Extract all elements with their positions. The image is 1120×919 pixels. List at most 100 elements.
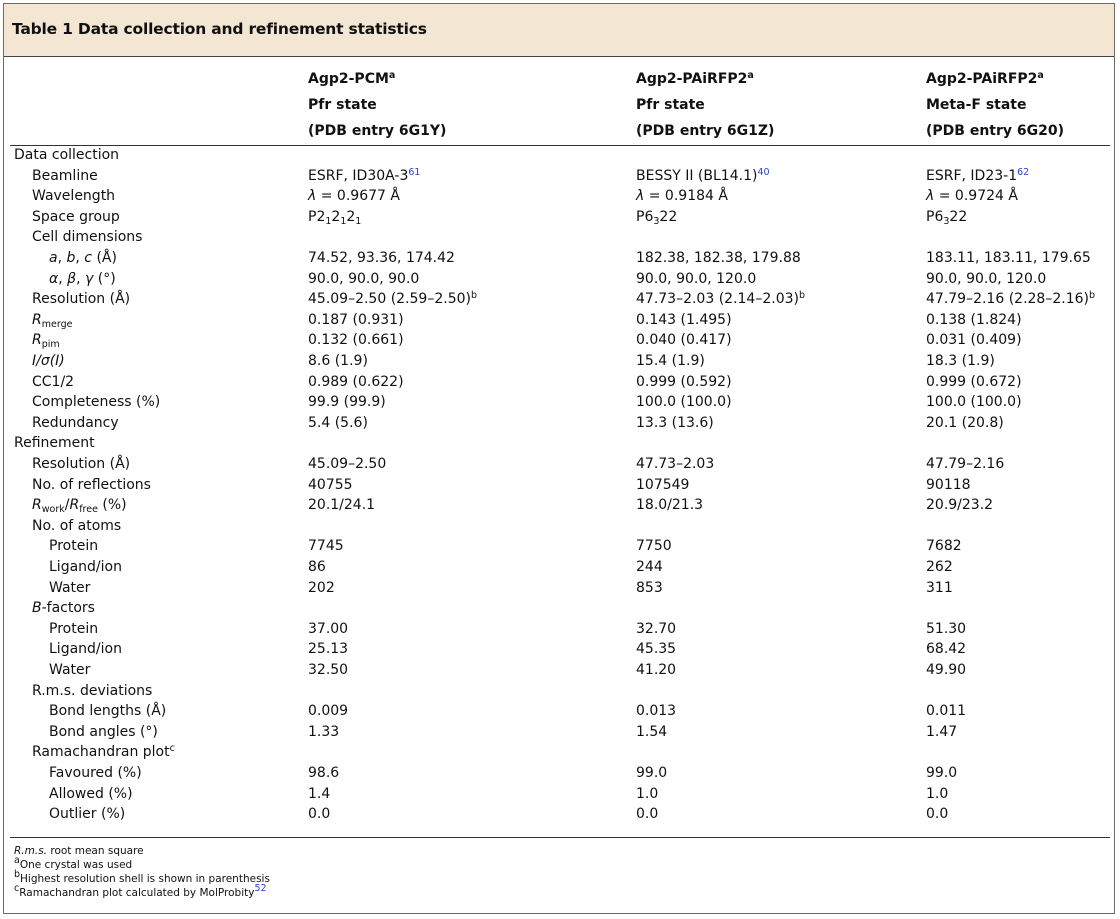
col3-header-state: Meta-F state (926, 97, 1027, 113)
footnote-c: cRamachandran plot calculated by MolProb… (14, 883, 267, 899)
cell-value: 45.35 (636, 641, 677, 658)
row-label: Protein (49, 538, 99, 555)
col3-header-name: Agp2-PAiRFP2a (926, 70, 1044, 87)
table-row: I/σ(I) 8.6 (1.9) 15.4 (1.9) 18.3 (1.9) (4, 351, 1114, 372)
col2-header-name: Agp2-PAiRFP2a (636, 70, 754, 87)
cell-value: 86 (308, 559, 326, 575)
row-label: Redundancy (32, 414, 119, 431)
row-label: Bond angles (°) (49, 723, 158, 740)
cell-value: λ = 0.9677 Å (308, 188, 400, 205)
table-frame: Table 1 Data collection and refinement s… (3, 3, 1115, 914)
table-row: Bond lengths (Å) 0.009 0.013 0.011 (4, 701, 1114, 722)
row-label: CC1/2 (32, 373, 75, 390)
cell-value: 90.0, 90.0, 90.0 (308, 270, 420, 287)
table-row: Space group P212121 P6322 P6322 (4, 207, 1114, 228)
cell-value: 99.0 (636, 765, 668, 781)
table-footnotes: R.m.s. root mean square aOne crystal was… (14, 844, 270, 900)
cell-value: 853 (636, 579, 663, 596)
cell-value: 8.6 (1.9) (308, 353, 368, 369)
cell-value: 7750 (636, 538, 672, 555)
cell-value: 0.138 (1.824) (926, 311, 1022, 328)
row-label: Bond lengths (Å) (49, 703, 167, 720)
table-row: Ramachandran plotc (4, 742, 1114, 763)
cell-value: 90.0, 90.0, 120.0 (926, 270, 1047, 287)
cell-value: 18.0/21.3 (636, 497, 704, 514)
row-label: Beamline (32, 167, 98, 184)
cell-value: 0.0 (636, 806, 659, 823)
cell-value: 47.79–2.16 (926, 456, 1005, 472)
col1-header-name: Agp2-PCMa (308, 70, 396, 87)
cell-value: 0.013 (636, 703, 677, 720)
cell-value: 0.011 (926, 703, 967, 720)
cell-value: 0.999 (0.592) (636, 373, 732, 390)
cell-value: 1.54 (636, 723, 668, 740)
table-row: R.m.s. deviations (4, 681, 1114, 702)
cell-value: 45.09–2.50 (308, 456, 387, 472)
cell-value: 1.4 (308, 785, 331, 802)
table-row: Bond angles (°) 1.33 1.54 1.47 (4, 722, 1114, 743)
cell-value: P212121 (308, 208, 362, 227)
table-row: a, b, c (Å) 74.52, 93.36, 174.42 182.38,… (4, 248, 1114, 269)
row-label: Refinement (14, 435, 95, 452)
cell-value: 7682 (926, 538, 962, 555)
table-row: Water 32.50 41.20 49.90 (4, 660, 1114, 681)
table-row: Water 202 853 311 (4, 578, 1114, 599)
row-label: Resolution (Å) (32, 456, 131, 472)
table-row: No. of reflections 40755 107549 90118 (4, 475, 1114, 496)
row-label: Wavelength (32, 188, 116, 205)
cell-value: 51.30 (926, 620, 967, 637)
table-title: Table 1 Data collection and refinement s… (12, 20, 427, 38)
row-label: Ramachandran plotc (32, 743, 175, 761)
cell-value: 32.70 (636, 620, 677, 637)
cell-value: 311 (926, 579, 953, 596)
cell-value: 98.6 (308, 765, 340, 781)
footnote-rms: R.m.s. root mean square (14, 845, 144, 857)
cell-value: 0.0 (308, 806, 331, 823)
row-label: a, b, c (Å) (49, 250, 117, 266)
col1-header-entry: (PDB entry 6G1Y) (308, 123, 447, 139)
cell-value: 40755 (308, 476, 353, 493)
row-label: B-factors (32, 600, 95, 617)
table-row: No. of atoms (4, 516, 1114, 537)
row-label: Allowed (%) (49, 785, 133, 802)
row-label: Completeness (%) (32, 394, 161, 411)
row-label: Water (49, 662, 91, 678)
row-label: Cell dimensions (32, 229, 143, 246)
cell-value: 15.4 (1.9) (636, 353, 705, 369)
row-label: Space group (32, 208, 120, 225)
row-label: α, β, γ (°) (49, 270, 116, 287)
col2-header-state: Pfr state (636, 97, 705, 113)
row-label: No. of atoms (32, 517, 122, 534)
cell-value: P6322 (636, 208, 678, 227)
row-label: Ligand/ion (49, 641, 122, 658)
cell-value: 0.989 (0.622) (308, 373, 404, 390)
cell-value: 41.20 (636, 662, 677, 678)
cell-value: 100.0 (100.0) (636, 394, 732, 411)
table-row: Refinement (4, 433, 1114, 454)
cell-value: 202 (308, 579, 335, 596)
cell-value: 13.3 (13.6) (636, 414, 714, 431)
cell-value: 262 (926, 559, 953, 575)
footnote-a: aOne crystal was used (14, 855, 133, 871)
cell-value: 0.132 (0.661) (308, 332, 404, 349)
cell-value: λ = 0.9184 Å (636, 188, 728, 205)
cell-value: 37.00 (308, 620, 349, 637)
title-band: Table 1 Data collection and refinement s… (4, 4, 1114, 57)
row-label: Ligand/ion (49, 559, 122, 575)
row-label: No. of reflections (32, 476, 151, 493)
cell-value: 0.0 (926, 806, 949, 823)
row-label: R.m.s. deviations (32, 682, 153, 699)
row-label: I/σ(I) (32, 353, 65, 369)
cell-value: 74.52, 93.36, 174.42 (308, 250, 455, 266)
cell-value: 32.50 (308, 662, 349, 678)
row-label: Outlier (%) (49, 806, 126, 823)
cell-value: 0.187 (0.931) (308, 311, 404, 328)
table-row: Redundancy 5.4 (5.6) 13.3 (13.6) 20.1 (2… (4, 413, 1114, 434)
table-row: Completeness (%) 99.9 (99.9) 100.0 (100.… (4, 392, 1114, 413)
table-row: Resolution (Å) 45.09–2.50 (2.59–2.50)b 4… (4, 289, 1114, 310)
row-label: Rwork/Rfree (%) (32, 497, 127, 516)
cell-value: ESRF, ID30A-361 (308, 166, 421, 184)
table-row: Protein 7745 7750 7682 (4, 536, 1114, 557)
cell-value: λ = 0.9724 Å (926, 188, 1018, 205)
cell-value: 0.999 (0.672) (926, 373, 1022, 390)
